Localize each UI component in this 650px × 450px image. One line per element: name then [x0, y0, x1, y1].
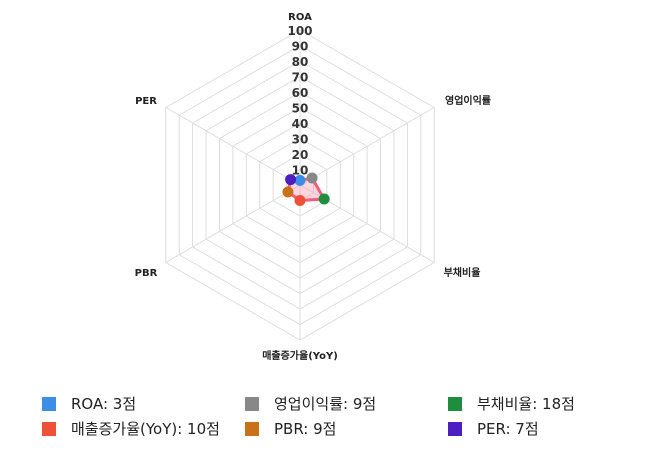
legend-swatch: [245, 396, 259, 411]
tick-label: 40: [292, 117, 309, 131]
data-point: [294, 174, 306, 186]
legend-item-pbr[interactable]: PBR: 9점: [245, 418, 336, 439]
tick-label: 70: [292, 71, 309, 85]
grid-spoke: [299, 107, 435, 186]
legend-label: PBR: 9점: [274, 420, 337, 438]
axis-label: ROA: [288, 12, 312, 23]
legend-label: 부채비율: 18점: [477, 395, 575, 413]
data-point: [294, 195, 306, 206]
legend-swatch: [42, 396, 56, 411]
axis-label: PER: [135, 96, 157, 107]
legend-swatch: [245, 421, 259, 436]
legend-label: 매출증가율(YoY): 10점: [71, 420, 220, 438]
legend-item-operating-margin[interactable]: 영업이익률: 9점: [245, 393, 376, 414]
legend-swatch: [448, 421, 462, 436]
legend-label: ROA: 3점: [71, 395, 137, 413]
grid-spoke: [165, 184, 301, 263]
axis-label: 영업이익률: [445, 94, 491, 107]
legend-swatch: [42, 421, 56, 436]
data-point: [318, 193, 330, 205]
grid-spoke: [165, 107, 301, 186]
data-point: [282, 186, 294, 198]
data-point: [285, 174, 297, 186]
legend-label: PER: 7점: [477, 420, 539, 438]
tick-label: 30: [292, 133, 309, 147]
axis-label: PBR: [135, 268, 158, 279]
axis-label: 매출증가율(YoY): [262, 349, 338, 362]
legend-swatch: [448, 396, 462, 411]
tick-label: 100: [287, 24, 312, 38]
axis-label: 부채비율: [444, 266, 481, 279]
tick-label: 20: [292, 148, 309, 162]
tick-label: 10: [292, 164, 309, 178]
legend-item-revenue-growth[interactable]: 매출증가율(YoY): 10점: [42, 418, 220, 439]
legend-item-debt-ratio[interactable]: 부채비율: 18점: [448, 393, 575, 414]
legend-item-roa[interactable]: ROA: 3점: [42, 393, 136, 414]
legend-item-per[interactable]: PER: 7점: [448, 418, 539, 439]
legend-label: 영업이익률: 9점: [274, 395, 377, 413]
data-point: [306, 172, 318, 184]
tick-label: 60: [292, 86, 309, 100]
tick-label: 50: [292, 102, 309, 116]
tick-label: 90: [292, 40, 309, 54]
tick-label: 80: [292, 55, 309, 69]
